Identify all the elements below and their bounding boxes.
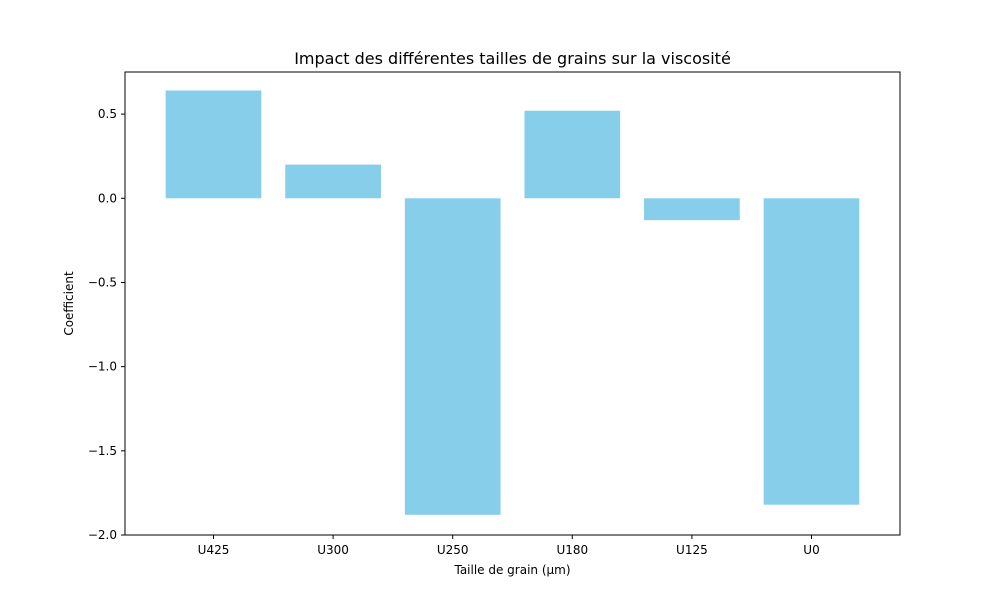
y-axis-ticks: 0.5 0.0 −0.5 −1.0 −1.5 −2.0: [88, 107, 125, 542]
y-tick-label: 0.5: [98, 107, 117, 121]
x-tick-label: U180: [556, 543, 588, 557]
x-tick-label: U250: [437, 543, 469, 557]
y-tick-label: −1.0: [88, 360, 117, 374]
x-tick-label: U300: [317, 543, 349, 557]
chart-title: Impact des différentes tailles de grains…: [294, 49, 731, 68]
bar-u180: [524, 110, 621, 199]
x-tick-label: U125: [676, 543, 708, 557]
y-axis-label: Coefficient: [62, 271, 76, 336]
bar-u125: [644, 198, 740, 221]
bar-u425: [165, 90, 262, 199]
plot-frame: [124, 71, 901, 536]
bar-u0: [763, 198, 860, 505]
x-tick-label: U425: [198, 543, 230, 557]
y-tick-label: −0.5: [88, 275, 117, 289]
bar-u250: [404, 198, 501, 515]
y-tick-label: 0.0: [98, 191, 117, 205]
x-tick-label: U0: [803, 543, 819, 557]
y-tick-label: −2.0: [88, 528, 117, 542]
x-axis-ticks: U425 U300 U250 U180 U125 U0: [198, 535, 820, 557]
bars: [165, 90, 860, 515]
bar-u300: [285, 164, 381, 199]
x-axis-label: Taille de grain (µm): [453, 563, 570, 577]
y-tick-label: −1.5: [88, 444, 117, 458]
